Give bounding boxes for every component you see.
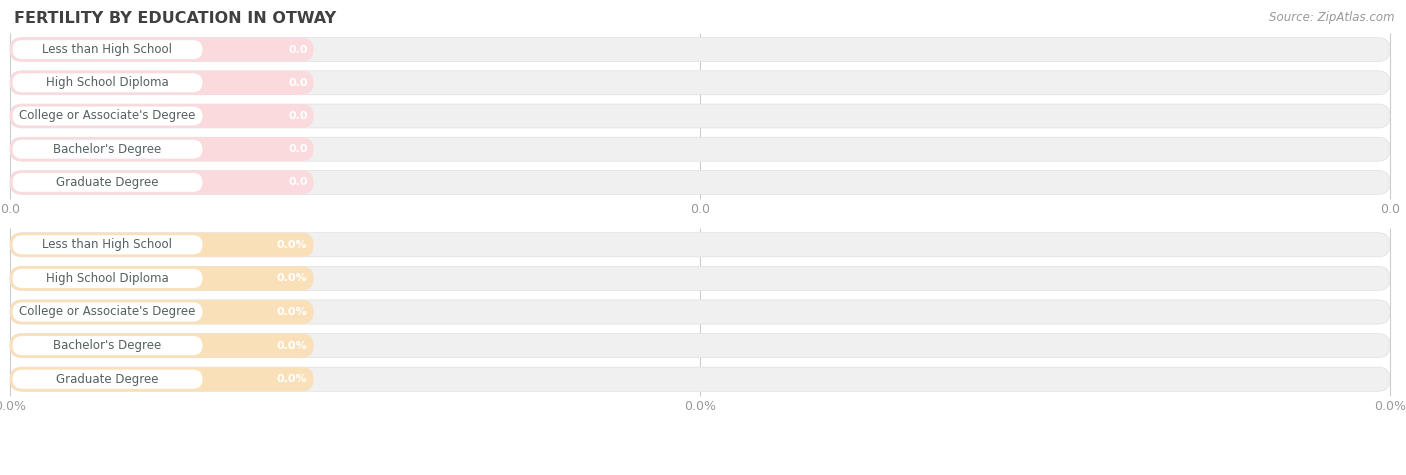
FancyBboxPatch shape: [10, 266, 1391, 291]
Text: College or Associate's Degree: College or Associate's Degree: [20, 110, 195, 123]
Text: 0.0%: 0.0%: [277, 240, 308, 250]
Text: 0.0%: 0.0%: [277, 374, 308, 384]
Text: 0.0: 0.0: [288, 177, 308, 188]
Text: High School Diploma: High School Diploma: [46, 272, 169, 285]
FancyBboxPatch shape: [10, 71, 314, 95]
FancyBboxPatch shape: [10, 233, 314, 257]
FancyBboxPatch shape: [13, 106, 202, 125]
FancyBboxPatch shape: [10, 367, 1391, 391]
Text: High School Diploma: High School Diploma: [46, 76, 169, 89]
Text: Bachelor's Degree: Bachelor's Degree: [53, 339, 162, 352]
FancyBboxPatch shape: [10, 233, 1391, 257]
FancyBboxPatch shape: [13, 303, 202, 322]
FancyBboxPatch shape: [13, 370, 202, 389]
FancyBboxPatch shape: [10, 266, 314, 291]
Text: 0.0%: 0.0%: [277, 307, 308, 317]
Text: 0.0: 0.0: [690, 203, 710, 216]
FancyBboxPatch shape: [10, 71, 1391, 95]
Text: 0.0: 0.0: [0, 203, 20, 216]
FancyBboxPatch shape: [13, 173, 202, 192]
FancyBboxPatch shape: [13, 73, 202, 92]
Text: Graduate Degree: Graduate Degree: [56, 373, 159, 386]
Text: Bachelor's Degree: Bachelor's Degree: [53, 142, 162, 156]
Text: Graduate Degree: Graduate Degree: [56, 176, 159, 189]
FancyBboxPatch shape: [10, 333, 314, 358]
FancyBboxPatch shape: [13, 336, 202, 355]
Text: Less than High School: Less than High School: [42, 43, 173, 56]
FancyBboxPatch shape: [10, 333, 1391, 358]
FancyBboxPatch shape: [10, 367, 314, 391]
Text: 0.0: 0.0: [288, 78, 308, 88]
Text: College or Associate's Degree: College or Associate's Degree: [20, 305, 195, 319]
FancyBboxPatch shape: [10, 137, 314, 161]
Text: 0.0: 0.0: [288, 144, 308, 154]
Text: 0.0%: 0.0%: [1374, 400, 1406, 413]
FancyBboxPatch shape: [10, 300, 314, 324]
FancyBboxPatch shape: [10, 171, 1391, 194]
Text: Source: ZipAtlas.com: Source: ZipAtlas.com: [1270, 11, 1395, 24]
Text: 0.0: 0.0: [288, 111, 308, 121]
Text: 0.0%: 0.0%: [0, 400, 25, 413]
FancyBboxPatch shape: [10, 38, 1391, 62]
Text: 0.0: 0.0: [1381, 203, 1400, 216]
Text: FERTILITY BY EDUCATION IN OTWAY: FERTILITY BY EDUCATION IN OTWAY: [14, 11, 336, 26]
Text: 0.0%: 0.0%: [277, 341, 308, 351]
FancyBboxPatch shape: [13, 269, 202, 288]
FancyBboxPatch shape: [10, 104, 1391, 128]
FancyBboxPatch shape: [10, 300, 1391, 324]
Text: Less than High School: Less than High School: [42, 238, 173, 251]
FancyBboxPatch shape: [10, 171, 314, 194]
FancyBboxPatch shape: [13, 140, 202, 159]
FancyBboxPatch shape: [13, 40, 202, 59]
Text: 0.0: 0.0: [288, 45, 308, 55]
FancyBboxPatch shape: [10, 137, 1391, 161]
FancyBboxPatch shape: [13, 235, 202, 255]
FancyBboxPatch shape: [10, 38, 314, 62]
Text: 0.0%: 0.0%: [683, 400, 716, 413]
FancyBboxPatch shape: [10, 104, 314, 128]
Text: 0.0%: 0.0%: [277, 274, 308, 284]
